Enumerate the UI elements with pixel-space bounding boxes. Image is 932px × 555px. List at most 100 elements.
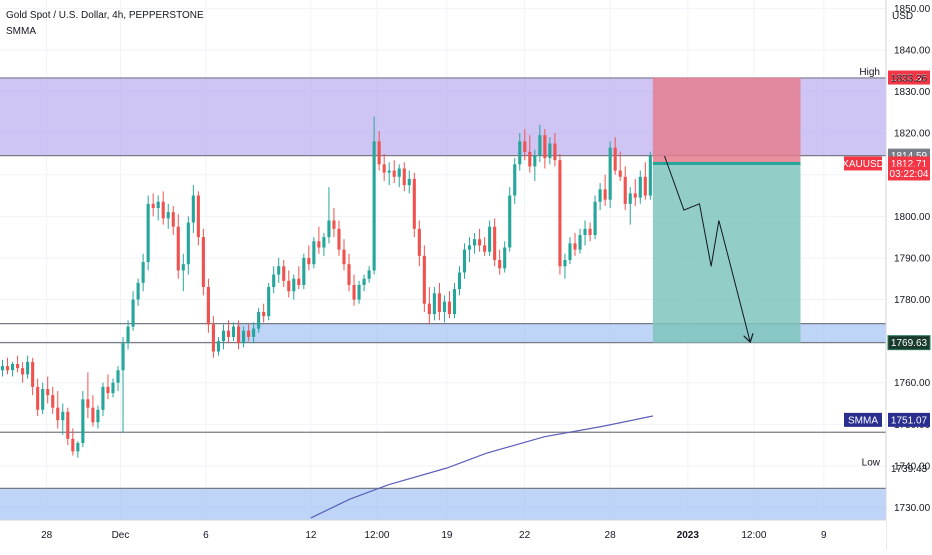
candle-body [623, 176, 627, 204]
horizontal-line-label: Low [862, 457, 881, 468]
candle-body [221, 330, 226, 342]
candle-body [81, 399, 85, 444]
price-label-text: SMMA [848, 415, 878, 426]
price-label-box [888, 70, 930, 85]
candle-body [593, 201, 597, 236]
candle-body [523, 141, 527, 152]
price-tick-label: 1830.00 [894, 87, 931, 98]
candle-body [41, 388, 45, 410]
candle-body [297, 278, 301, 285]
time-tick-label: 6 [203, 530, 209, 541]
candle-body [10, 364, 15, 371]
candle-body [86, 399, 90, 408]
candle-body [66, 411, 70, 439]
time-tick-label: Dec [112, 530, 130, 541]
candle-body [196, 195, 200, 238]
candle-body [402, 168, 406, 186]
symbol-title[interactable]: Gold Spot / U.S. Dollar, 4h, PEPPERSTONE [6, 10, 204, 21]
candle-body [422, 255, 426, 304]
candle-body [563, 260, 567, 267]
candle-body [131, 299, 135, 327]
candle-body [412, 178, 416, 229]
candle-body [191, 195, 195, 223]
candle-body [96, 409, 100, 423]
candle-body [91, 407, 95, 423]
price-axis-background [886, 0, 932, 550]
time-tick-label: 19 [441, 530, 453, 541]
candle-body [16, 364, 20, 369]
price-label: 1751.07 [888, 412, 930, 427]
candle-body [372, 141, 376, 271]
price-label: 1833.26 [891, 73, 928, 84]
candle-body [327, 220, 331, 238]
price-label: SMMA [844, 412, 882, 427]
candle-body [392, 170, 396, 177]
candle-body [171, 212, 175, 227]
candle-body [21, 368, 25, 375]
candle-body [367, 270, 371, 279]
candles [0, 116, 652, 458]
candle-body [618, 170, 622, 177]
candle-body [181, 264, 185, 271]
candle-body [648, 156, 652, 196]
candle-body [442, 301, 446, 312]
candle-body [543, 135, 547, 159]
candle-body [36, 386, 40, 410]
price-label: 1833.36 [888, 70, 930, 85]
candle-body [31, 361, 35, 387]
candle-body [628, 193, 632, 204]
time-tick-label: 9 [821, 530, 827, 541]
candle-body [236, 326, 241, 344]
candle-body [603, 189, 607, 200]
candle-body [312, 241, 316, 265]
candle-body [457, 272, 462, 290]
candle-body [613, 147, 617, 171]
candle-body [46, 388, 50, 396]
candle-body [427, 303, 431, 315]
time-tick-label: 22 [519, 530, 531, 541]
zone-low-zone [0, 488, 886, 520]
candle-body [101, 386, 105, 410]
candle-body [598, 189, 602, 202]
candle-body [493, 226, 497, 260]
candle-body [186, 222, 190, 265]
candle-body [106, 386, 110, 394]
chart-legend: Gold Spot / U.S. Dollar, 4h, PEPPERSTONE… [6, 8, 204, 40]
candle-body [166, 212, 170, 219]
candle-body [377, 141, 381, 165]
candle-body [272, 274, 276, 288]
candle-body [337, 228, 341, 250]
candle-body [141, 262, 145, 283]
candle-body [201, 237, 205, 288]
candle-body [116, 370, 120, 383]
candle-body [231, 326, 236, 337]
candle-body [151, 203, 155, 208]
candle-body [257, 312, 261, 329]
price-label-box [844, 412, 882, 427]
time-tick-label: 2023 [677, 530, 700, 541]
candle-body [382, 164, 386, 173]
candle-body [407, 178, 411, 186]
candle-body [447, 301, 452, 315]
candle-body [111, 382, 115, 394]
price-label-box [888, 412, 930, 427]
candle-body [211, 324, 215, 352]
projection-path [664, 155, 750, 341]
price-label: 1769.63 [887, 335, 931, 351]
indicator-label[interactable]: SMMA [6, 26, 36, 37]
candle-body [61, 411, 65, 421]
candle-body [568, 243, 572, 260]
price-tick-label: 1850.00 [894, 4, 931, 15]
candle-body [51, 395, 55, 408]
price-label-box [887, 335, 931, 351]
candle-body [533, 156, 537, 167]
candle-body [503, 247, 507, 269]
time-tick-label: 28 [41, 530, 53, 541]
candle-body [638, 176, 642, 198]
candle-body [176, 226, 180, 271]
candle-body [136, 282, 140, 300]
candle-body [146, 203, 150, 263]
candle-body [287, 280, 291, 292]
